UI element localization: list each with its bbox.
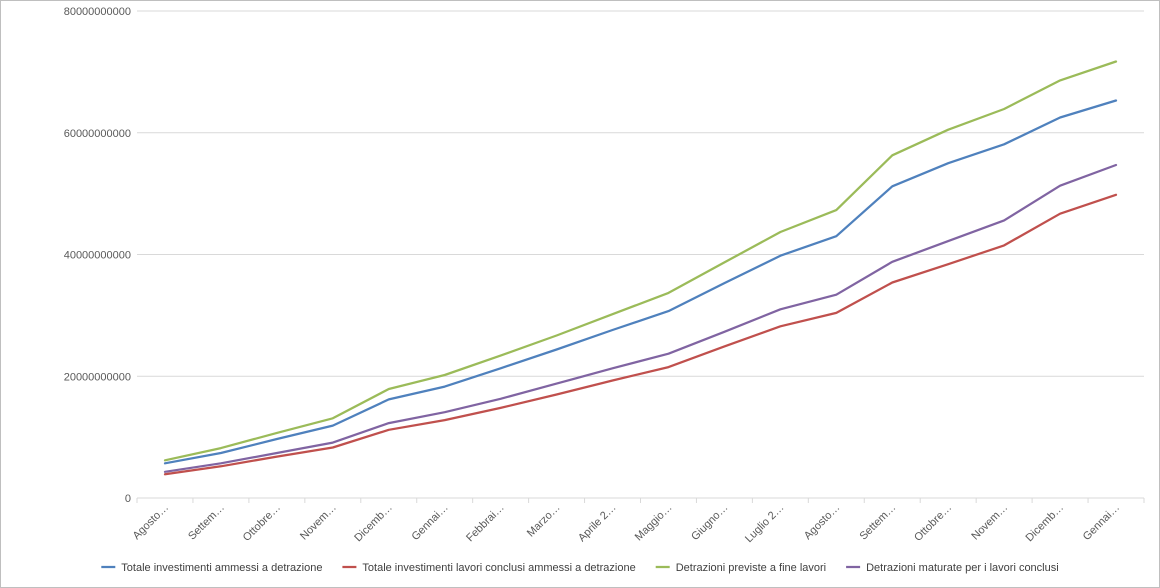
legend: Totale investimenti ammessi a detrazione… <box>101 562 1059 574</box>
x-tick-label: Aprile 2… <box>576 502 619 545</box>
gridlines <box>137 10 1144 499</box>
legend-label: Totale investimenti lavori conclusi amme… <box>362 562 635 574</box>
x-tick-label: Luglio 2… <box>743 502 787 546</box>
series-line-3 <box>163 60 1118 462</box>
y-axis: 0 20000000000 40000000000 60000000000 800000… <box>64 6 131 505</box>
legend-item-1: Totale investimenti ammessi a detrazione <box>101 562 322 574</box>
x-tick-label: Febbrai… <box>464 502 507 545</box>
series-line-2 <box>163 193 1118 476</box>
x-tick-label: Novem… <box>298 502 339 543</box>
x-tick-label: Agosto… <box>131 502 171 542</box>
series-lines <box>163 60 1118 476</box>
legend-item-3: Detrazioni previste a fine lavori <box>655 562 826 574</box>
x-tick-label: Dicemb… <box>1024 502 1067 545</box>
x-tick-label: Marzo… <box>525 502 563 540</box>
x-tick-label: Maggio… <box>633 502 675 544</box>
x-tick-label: Ottobre… <box>912 502 954 544</box>
x-tick-label: Ottobre… <box>241 502 283 544</box>
x-tick-label: Settem… <box>186 502 227 543</box>
legend-label: Totale investimenti ammessi a detrazione <box>121 562 322 574</box>
x-tick-label: Gennai… <box>1081 502 1122 543</box>
x-tick-label: Novem… <box>969 502 1010 543</box>
x-tick-label: Giugno… <box>689 502 730 543</box>
x-tick-label: Settem… <box>857 502 898 543</box>
legend-item-4: Detrazioni maturate per i lavori conclus… <box>846 562 1059 574</box>
x-tick-label: Dicemb… <box>352 502 395 545</box>
series-line-4 <box>163 163 1118 473</box>
y-tick-label: 60000000000 <box>64 128 131 140</box>
x-tick-label: Gennai… <box>409 502 450 543</box>
y-tick-label: 0 <box>125 493 131 505</box>
x-tick-label: Agosto… <box>802 502 842 542</box>
legend-label: Detrazioni maturate per i lavori conclus… <box>866 562 1059 574</box>
y-tick-label: 40000000000 <box>64 250 131 262</box>
series-line-1 <box>163 99 1118 465</box>
x-axis: Agosto… Settem… Ottobre… Novem… Dicemb… Genna… <box>131 498 1145 546</box>
legend-label: Detrazioni previste a fine lavori <box>676 562 826 574</box>
y-tick-label: 20000000000 <box>64 371 131 383</box>
y-tick-label: 80000000000 <box>64 6 131 18</box>
legend-item-2: Totale investimenti lavori conclusi amme… <box>342 562 636 574</box>
